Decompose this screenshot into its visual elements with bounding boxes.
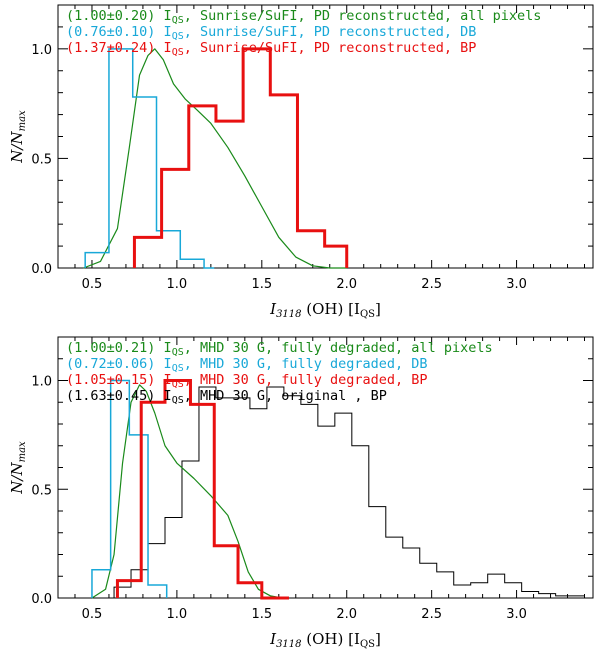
legend-entry: (1.05±0.15) IQS, MHD 30 G, fully degrade…: [66, 372, 428, 390]
x-tick-label: 2.5: [421, 607, 442, 622]
x-tick-label: 2.0: [336, 607, 357, 622]
chart-panel-top: 0.5 1.0 1.5 2.0 2.5 3.0 0.0 0.5 1.0 (1.00±0.20) I…: [8, 4, 594, 320]
y-tick-label: 0.5: [31, 152, 52, 167]
x-tick-label: 3.0: [506, 607, 527, 622]
x-tick-label: 1.5: [251, 607, 272, 622]
x-tick-label: 2.5: [421, 277, 442, 292]
series-bp: [132, 47, 349, 268]
x-tick-label: 1.0: [167, 607, 188, 622]
y-axis-title: N/Nmax: [8, 110, 28, 164]
series-all-pixels: [91, 384, 283, 599]
y-tick-label: 0.0: [31, 262, 52, 277]
x-axis-title: I3118 (OH) [IQS]: [269, 300, 381, 320]
legend-entry: (1.37±0.24) IQS, Sunrise/SuFI, PD recons…: [66, 40, 476, 58]
x-tick-label: 0.5: [82, 277, 103, 292]
x-tick-label: 3.0: [506, 277, 527, 292]
legend-entry: (1.00±0.21) IQS, MHD 30 G, fully degrade…: [66, 340, 493, 358]
legend-entry: (0.72±0.06) IQS, MHD 30 G, fully degrade…: [66, 356, 428, 374]
y-tick-label: 0.5: [31, 483, 52, 498]
x-tick-label: 0.5: [82, 607, 103, 622]
y-axis-title: N/Nmax: [8, 441, 28, 495]
chart-panel-bottom: 0.5 1.0 1.5 2.0 2.5 3.0 0.0 0.5 1.0 (1.00±0.21) I…: [8, 336, 594, 650]
legend-entry: (1.63±0.45) IQS, MHD 30 G, original , BP: [66, 388, 387, 406]
legend-entry: (1.00±0.20) IQS, Sunrise/SuFI, PD recons…: [66, 8, 541, 26]
x-axis-title: I3118 (OH) [IQS]: [269, 630, 381, 650]
legend-entry: (0.76±0.10) IQS, Sunrise/SuFI, PD recons…: [66, 24, 476, 42]
series-db: [91, 379, 168, 598]
series-bp: [115, 379, 289, 600]
x-tick-label: 2.0: [336, 277, 357, 292]
x-tick-label: 1.0: [167, 277, 188, 292]
y-tick-label: 1.0: [31, 43, 52, 58]
y-tick-label: 1.0: [31, 375, 52, 390]
y-tick-label: 0.0: [31, 592, 52, 607]
series-original-bp: [113, 386, 586, 598]
series-all-pixels: [83, 48, 347, 269]
x-tick-label: 1.5: [251, 277, 272, 292]
series-db: [84, 48, 215, 269]
